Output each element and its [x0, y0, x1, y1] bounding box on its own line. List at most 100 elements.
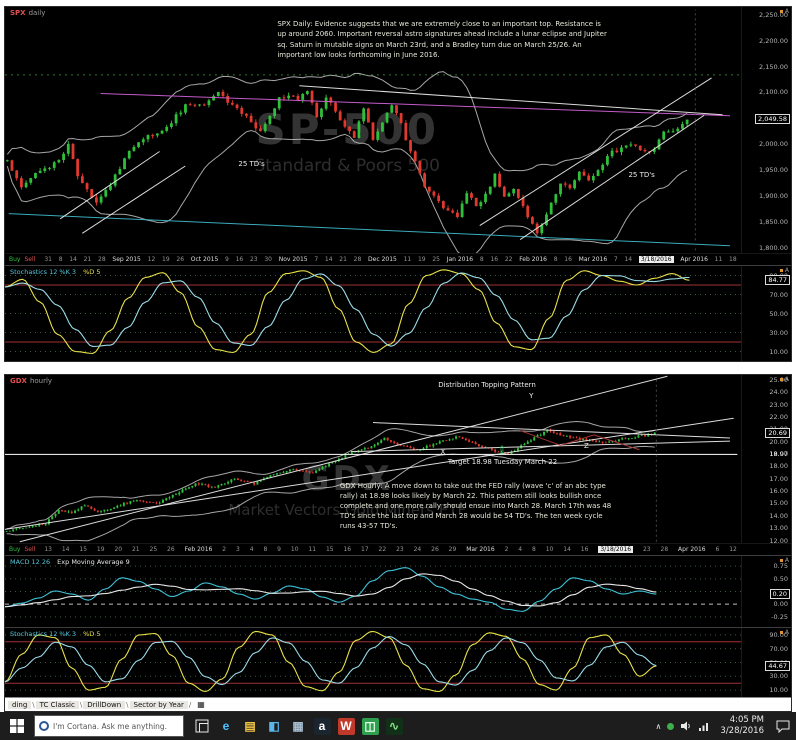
- buy-button[interactable]: Buy: [9, 546, 21, 553]
- date-tick: 7: [613, 256, 618, 263]
- date-tick: 14: [563, 546, 571, 553]
- chart-annotation-label: Y: [529, 392, 534, 400]
- red-w-app-icon: W: [337, 717, 355, 735]
- axis-tick: 17.00: [769, 474, 788, 483]
- date-tick: 23: [249, 256, 258, 263]
- stochastics-d-label[interactable]: %D 5: [83, 630, 101, 638]
- cortana-search-input[interactable]: I'm Cortana. Ask me anything.: [34, 715, 184, 737]
- gdx-macd-svg: [5, 556, 741, 627]
- sell-button[interactable]: Sell: [24, 546, 36, 553]
- layout-tab-sector-by-year[interactable]: Sector by Year: [129, 700, 188, 709]
- taskbar-app-edge[interactable]: e: [214, 712, 238, 740]
- gdx-annotation-text: GDX Hourly: A move down to take out the …: [339, 481, 612, 531]
- date-tick: 9: [277, 546, 281, 553]
- date-tick: 21: [339, 256, 347, 263]
- sell-button[interactable]: Sell: [24, 256, 36, 263]
- axis-tick: 25.00: [769, 375, 788, 384]
- date-tick: 22: [378, 546, 387, 553]
- date-tick: 6: [715, 546, 720, 553]
- tray-expand-icon[interactable]: ∧: [655, 721, 662, 731]
- date-tick: 4: [518, 546, 523, 553]
- date-tick: 24: [413, 546, 422, 553]
- axis-tick: 13.00: [769, 524, 788, 533]
- date-tick: Dec 2015: [368, 256, 397, 263]
- calculator-icon: ▦: [292, 719, 304, 733]
- taskbar-app-file-explorer[interactable]: ▤: [238, 712, 262, 740]
- taskbar-clock[interactable]: 4:05 PM 3/28/2016: [714, 715, 770, 736]
- axis-tick: 1,950.00: [759, 166, 788, 175]
- alert-icon: [779, 631, 783, 634]
- date-tick: 19: [417, 256, 426, 263]
- axis-tick: 30.00: [769, 672, 788, 681]
- spx-date-axis: Buy Sell 31 8 14 21 28 Sep 2015 12 19 26 Oct 2015…: [5, 253, 791, 265]
- axis-tick: 0.75: [773, 562, 788, 571]
- date-tick: 28: [98, 256, 106, 263]
- axis-tick: 0.00: [773, 600, 788, 609]
- date-tick: 12: [147, 256, 156, 263]
- layout-tab-ding[interactable]: ding: [8, 700, 32, 709]
- edge-icon: e: [222, 719, 230, 733]
- spx-price-chart[interactable]: SP-500 Standard & Poors 500 SPX daily SPX…: [5, 7, 741, 253]
- axis-level-label: 18.97: [769, 450, 788, 459]
- taskbar-app-chart-app[interactable]: ∿: [382, 712, 406, 740]
- taskbar-app-store[interactable]: ◧: [262, 712, 286, 740]
- date-tick: Apr 2016: [678, 546, 706, 553]
- axis-tick: 70.00: [769, 644, 788, 653]
- symbol-label: SPX: [10, 9, 26, 17]
- layout-tab-drilldown[interactable]: DrillDown: [83, 700, 126, 709]
- alert-icon: [779, 559, 783, 562]
- stochastics-d-label[interactable]: %D 5: [83, 268, 101, 276]
- taskbar-app-calculator[interactable]: ▦: [286, 712, 310, 740]
- axis-tick: 19.00: [769, 450, 788, 459]
- chart-annotation-label: Target 18.98 Tuesday March 22: [447, 458, 558, 467]
- last-price-badge: 84.77: [765, 275, 790, 286]
- date-tick: 10: [290, 546, 299, 553]
- network-icon[interactable]: [698, 720, 710, 732]
- macd-signal-label[interactable]: Exp Moving Average 9: [57, 558, 130, 566]
- task-view-button[interactable]: [190, 712, 214, 740]
- date-tick: Nov 2015: [278, 256, 308, 263]
- gdx-date-axis: Buy Sell 13 14 15 19 20 21 25 26 Feb 2016 2 3 4 8 9 10…: [5, 543, 791, 555]
- gdx-macd-plot[interactable]: MACD 12 26 Exp Moving Average 9: [5, 556, 741, 627]
- macd-label[interactable]: MACD 12 26: [10, 558, 51, 566]
- date-tick: 31: [44, 256, 52, 263]
- action-center-button[interactable]: [770, 712, 796, 740]
- file-explorer-icon: ▤: [244, 719, 256, 733]
- date-tick: 16: [343, 546, 352, 553]
- gdx-candles-svg: [5, 375, 741, 543]
- tray-app-icon[interactable]: [667, 722, 675, 730]
- chart-annotation-label: Distribution Topping Pattern: [438, 380, 536, 389]
- gdx-stochastics-plot[interactable]: Stochastics 12 %K 3 %D 5: [5, 628, 741, 697]
- taskbar-app-tc2000[interactable]: ◫: [358, 712, 382, 740]
- timeframe-label: hourly: [29, 377, 53, 385]
- chart-annotation-label: 25 TD's: [238, 159, 265, 168]
- volume-icon[interactable]: [680, 720, 692, 732]
- date-tick: 16: [580, 546, 589, 553]
- axis-tick: 30.00: [769, 328, 788, 337]
- date-tick: 11: [308, 546, 317, 553]
- date-tick: 14: [624, 256, 633, 263]
- stochastics-label[interactable]: Stochastics 12 %K 3: [10, 268, 77, 276]
- spx-chart-window: SP-500 Standard & Poors 500 SPX daily SPX…: [4, 6, 792, 362]
- date-tick: 19: [162, 256, 170, 263]
- date-tick: 26: [167, 546, 175, 553]
- gdx-macd-label: MACD 12 26 Exp Moving Average 9: [10, 558, 130, 566]
- alert-marker: A: [779, 8, 789, 15]
- taskbar-app-red-w-app[interactable]: W: [334, 712, 358, 740]
- taskbar-app-amazon[interactable]: a: [310, 712, 334, 740]
- spx-stochastics-plot[interactable]: Stochastics 12 %K 3 %D 5: [5, 266, 741, 361]
- buy-button[interactable]: Buy: [9, 256, 21, 263]
- axis-tick: 15.00: [769, 499, 788, 508]
- layout-menu-icon[interactable]: ▦: [197, 700, 205, 709]
- tray-date: 3/28/2016: [720, 726, 764, 736]
- gdx-macd-panel: MACD 12 26 Exp Moving Average 9 A 0.75 0.…: [5, 555, 791, 627]
- start-button[interactable]: [0, 712, 34, 740]
- spx-symbol-tag: SPX daily: [10, 9, 45, 17]
- axis-tick: 12.00: [769, 536, 788, 545]
- date-tick: 17: [361, 546, 369, 553]
- stochastics-label[interactable]: Stochastics 12 %K 3: [10, 630, 77, 638]
- gdx-price-chart[interactable]: GDX Market Vectors Gold Miners ETF GDX ho…: [5, 375, 741, 543]
- layout-tab-tc-classic[interactable]: TC Classic: [35, 700, 79, 709]
- date-tick: 8: [532, 546, 536, 553]
- axis-tick: 2,000.00: [759, 140, 788, 149]
